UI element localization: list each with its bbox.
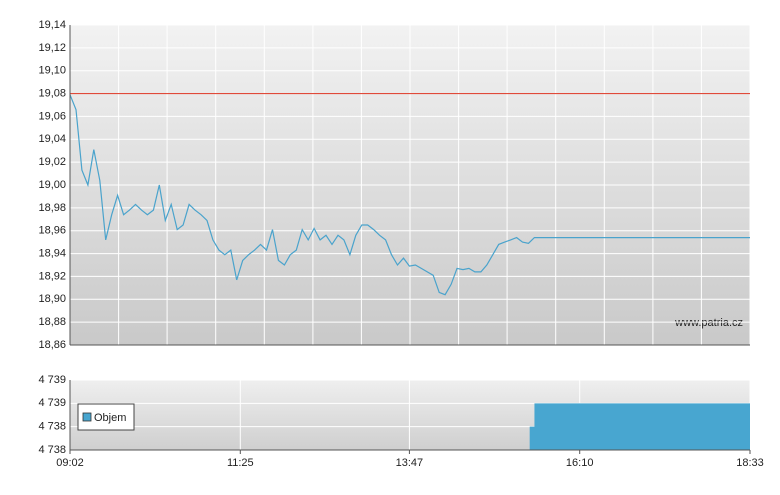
y-tick-label: 19,08 bbox=[38, 87, 66, 99]
y-tick-label: 19,12 bbox=[38, 42, 66, 54]
x-tick-label: 18:33 bbox=[736, 457, 764, 469]
y-tick-label: 19,02 bbox=[38, 156, 66, 168]
y-tick-label: 18,94 bbox=[38, 247, 66, 259]
y-tick-label: 18,86 bbox=[38, 339, 66, 351]
y-tick-label: 19,14 bbox=[38, 19, 66, 31]
y-tick-label: 19,00 bbox=[38, 179, 66, 191]
x-tick-label: 11:25 bbox=[227, 457, 254, 469]
y-tick-label: 19,06 bbox=[38, 110, 66, 122]
y-tick-label: 18,96 bbox=[38, 225, 66, 237]
x-tick-label: 09:02 bbox=[56, 457, 84, 469]
legend-swatch bbox=[82, 412, 92, 422]
y-tick-label: 4 738 bbox=[38, 444, 66, 456]
y-tick-label: 18,90 bbox=[38, 293, 66, 305]
legend-label: Objem bbox=[94, 412, 126, 424]
y-tick-label: 19,10 bbox=[38, 65, 66, 77]
x-tick-label: 13:47 bbox=[396, 457, 424, 469]
volume-area bbox=[529, 403, 750, 450]
x-tick-label: 16:10 bbox=[566, 457, 594, 469]
y-tick-label: 4 739 bbox=[38, 397, 66, 409]
vertical-grid bbox=[118, 25, 751, 350]
y-tick-label: 18,92 bbox=[38, 270, 66, 282]
y-tick-label: 4 738 bbox=[38, 421, 66, 433]
watermark: www.patria.cz bbox=[674, 317, 743, 329]
y-tick-label: 19,04 bbox=[38, 133, 66, 145]
price-line bbox=[69, 94, 750, 296]
y-tick-label: 4 739 bbox=[38, 374, 66, 386]
y-tick-label: 18,88 bbox=[38, 316, 66, 328]
y-tick-label: 18,98 bbox=[38, 202, 66, 214]
